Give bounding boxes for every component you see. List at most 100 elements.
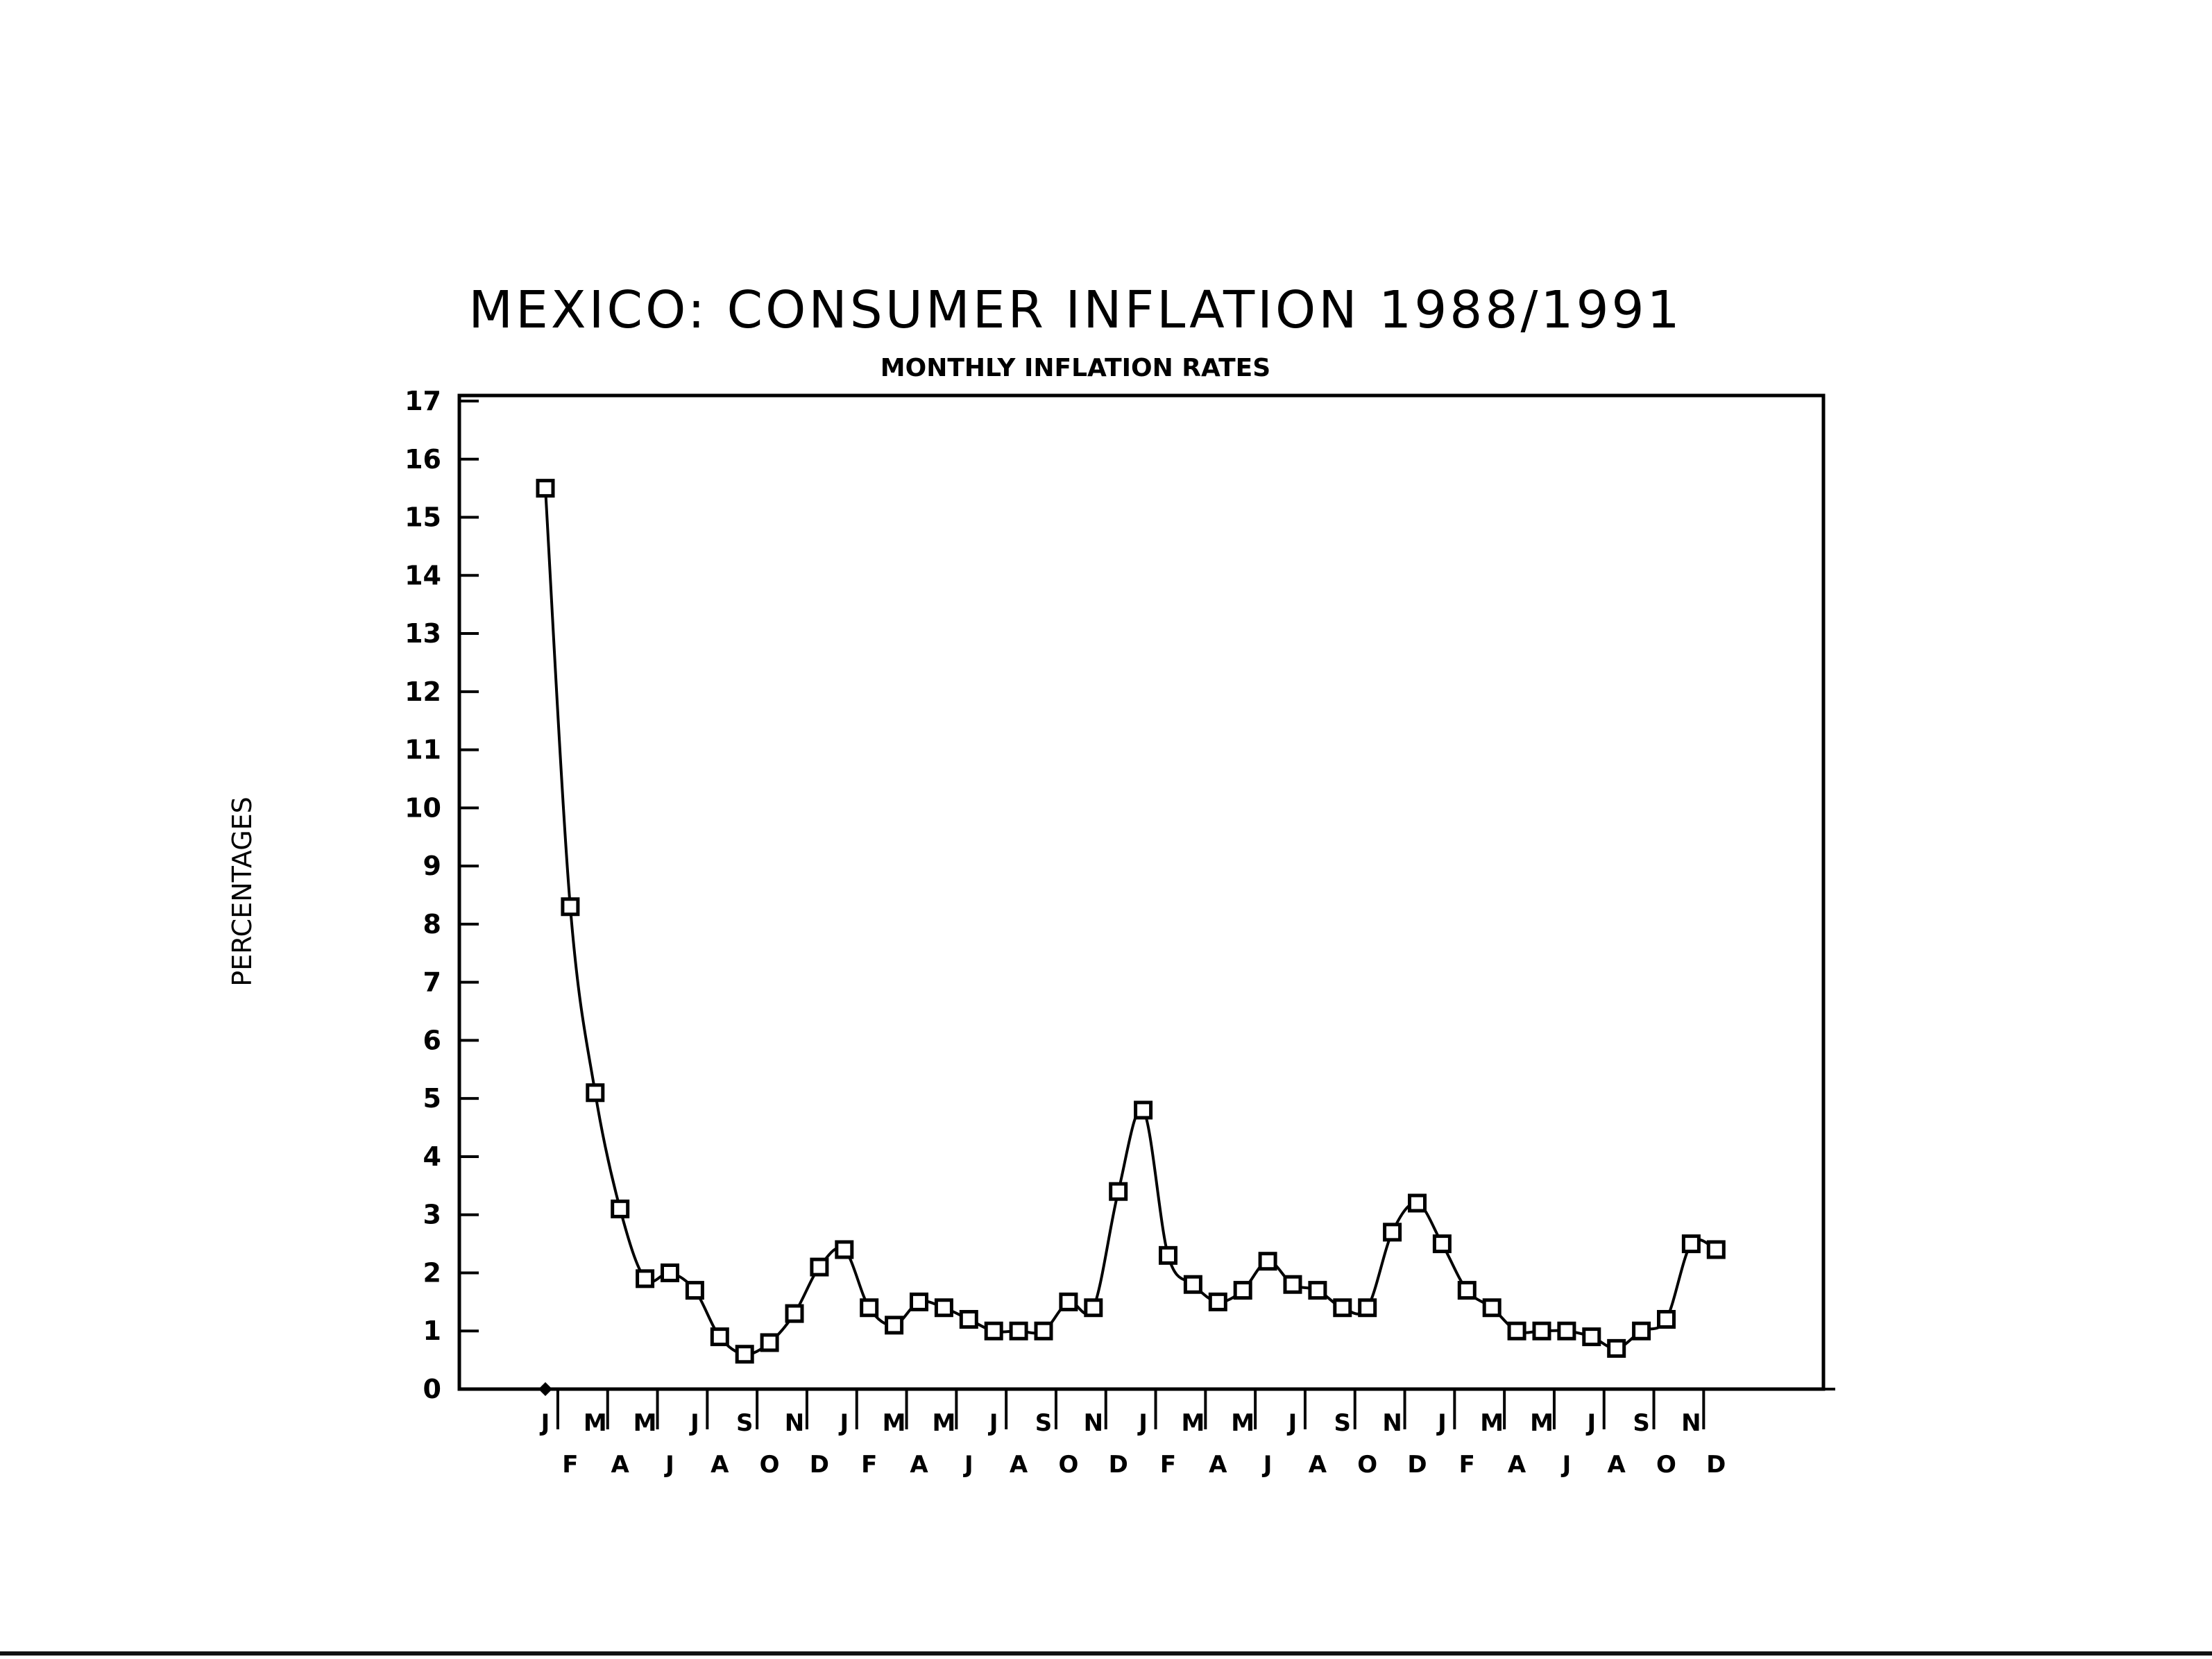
data-point-marker	[1358, 1298, 1377, 1318]
x-tick-label: N	[1681, 1409, 1701, 1437]
x-tick-label: M	[1530, 1409, 1554, 1437]
y-tick-label: 14	[405, 560, 441, 590]
x-tick-label: J	[1137, 1409, 1148, 1437]
x-tick-label: N	[1084, 1409, 1103, 1437]
data-point-marker	[685, 1281, 704, 1300]
x-tick-label: M	[1181, 1409, 1205, 1437]
x-tick-label: J	[664, 1451, 674, 1479]
x-tick-label: A	[910, 1451, 928, 1479]
data-point-marker	[710, 1327, 729, 1347]
x-tick-label: D	[810, 1451, 829, 1479]
x-tick-label: J	[540, 1409, 550, 1437]
x-tick-label: M	[1231, 1409, 1254, 1437]
data-point-marker	[984, 1321, 1003, 1341]
x-tick-label: A	[711, 1451, 729, 1479]
data-point-marker	[1582, 1327, 1601, 1347]
data-point-marker	[561, 897, 580, 917]
x-tick-label: F	[1459, 1451, 1475, 1479]
data-point-marker	[760, 1333, 779, 1352]
data-point-marker	[1408, 1193, 1427, 1213]
x-tick-label: M	[584, 1409, 607, 1437]
chart-subtitle: MONTHLY INFLATION RATES	[880, 354, 1270, 382]
x-tick-label: A	[1209, 1451, 1227, 1479]
y-tick-label: 2	[423, 1257, 441, 1288]
x-tick-label: A	[1608, 1451, 1626, 1479]
bottom-rule	[0, 1651, 2212, 1656]
x-tick-label: N	[785, 1409, 804, 1437]
y-tick-label: 13	[405, 618, 441, 649]
x-tick-label: J	[988, 1409, 998, 1437]
data-point-marker	[1432, 1234, 1452, 1254]
y-tick-label: 3	[423, 1200, 441, 1230]
x-tick-label: D	[1407, 1451, 1427, 1479]
data-point-marker	[860, 1298, 879, 1318]
x-tick-label: O	[1357, 1451, 1377, 1479]
data-point-marker	[1208, 1292, 1227, 1311]
x-tick-label: S	[1334, 1409, 1352, 1437]
data-point-marker	[1059, 1292, 1078, 1311]
data-point-marker	[835, 1240, 854, 1259]
data-point-marker	[1706, 1240, 1726, 1259]
x-tick-label: N	[1382, 1409, 1402, 1437]
x-tick-label: O	[760, 1451, 780, 1479]
data-point-marker	[910, 1292, 928, 1311]
x-tick-label: J	[963, 1451, 973, 1479]
data-point-marker	[934, 1298, 953, 1318]
data-point-marker	[1557, 1321, 1576, 1341]
series-group	[536, 479, 1726, 1364]
x-axis-ticks: JFMAMJJASONDJFMAMJJASONDJFMAMJJASONDJFMA…	[538, 1382, 1726, 1479]
y-tick-label: 16	[405, 444, 441, 475]
x-tick-label: D	[1706, 1451, 1726, 1479]
x-tick-label: A	[611, 1451, 630, 1479]
data-point-marker	[1183, 1275, 1202, 1294]
data-point-marker	[586, 1083, 605, 1103]
data-point-marker	[611, 1199, 630, 1218]
x-tick-label: M	[1480, 1409, 1504, 1437]
series-line	[544, 488, 1717, 1356]
x-tick-label: M	[932, 1409, 955, 1437]
data-point-marker	[1607, 1338, 1626, 1358]
data-point-marker	[1457, 1281, 1477, 1300]
y-tick-label: 11	[405, 735, 441, 765]
x-tick-label: S	[1035, 1409, 1053, 1437]
data-point-marker	[1258, 1252, 1277, 1271]
x-tick-label: J	[1561, 1451, 1572, 1479]
data-point-marker	[1034, 1321, 1053, 1341]
data-point-marker	[1657, 1309, 1676, 1329]
data-point-marker	[1134, 1100, 1153, 1120]
x-axis-origin-marker	[538, 1382, 552, 1396]
data-point-marker	[536, 479, 555, 498]
data-point-marker	[1308, 1281, 1327, 1300]
x-tick-label: S	[1633, 1409, 1650, 1437]
x-tick-label: J	[689, 1409, 699, 1437]
data-point-marker	[1084, 1298, 1103, 1318]
data-point-marker	[636, 1269, 655, 1288]
y-tick-label: 12	[405, 677, 441, 707]
y-tick-label: 9	[423, 851, 441, 881]
x-tick-label: J	[1287, 1409, 1298, 1437]
x-tick-label: J	[1585, 1409, 1596, 1437]
data-point-marker	[785, 1304, 804, 1323]
data-point-marker	[1482, 1298, 1501, 1318]
data-point-marker	[810, 1257, 829, 1277]
y-tick-label: 4	[423, 1141, 441, 1172]
data-point-marker	[1532, 1321, 1551, 1341]
data-point-marker	[1507, 1321, 1526, 1341]
y-tick-label: 5	[423, 1083, 441, 1114]
data-point-marker	[1233, 1281, 1252, 1300]
y-tick-label: 17	[405, 386, 441, 416]
y-tick-label: 10	[405, 792, 441, 823]
y-tick-label: 6	[423, 1025, 441, 1055]
plot-frame	[457, 393, 1826, 1391]
y-tick-label: 0	[423, 1374, 441, 1404]
x-tick-label: A	[1309, 1451, 1327, 1479]
x-tick-label: J	[1436, 1409, 1447, 1437]
x-tick-label: M	[633, 1409, 657, 1437]
y-tick-label: 15	[405, 502, 441, 533]
y-tick-label: 7	[423, 967, 441, 998]
data-point-marker	[1632, 1321, 1651, 1341]
chart-title: MEXICO: CONSUMER INFLATION 1988/1991	[468, 280, 1682, 340]
x-tick-label: O	[1656, 1451, 1676, 1479]
